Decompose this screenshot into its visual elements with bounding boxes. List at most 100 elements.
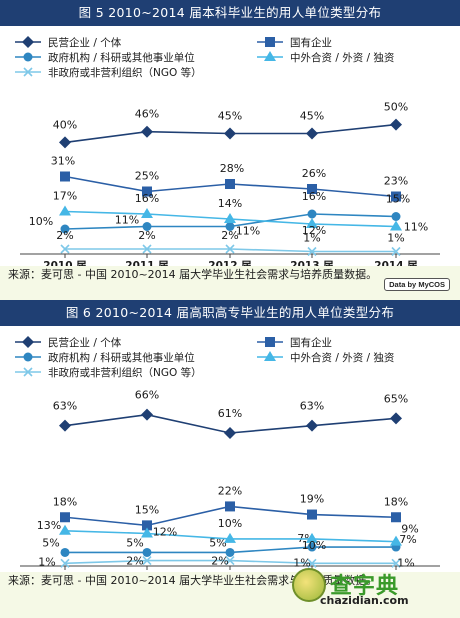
data-point (390, 118, 402, 131)
data-label: 1% (387, 232, 404, 245)
data-point (60, 244, 70, 254)
data-label: 65% (384, 392, 408, 405)
x-tick-label: 2014 届 (374, 260, 417, 266)
data-point (142, 244, 152, 254)
data-point (307, 209, 317, 219)
data-point (59, 419, 71, 432)
cross-stroke (307, 246, 317, 257)
data-point (307, 509, 317, 520)
legend-label: 民营企业 / 个体 (48, 336, 122, 349)
cross-stroke (391, 558, 401, 568)
data-point (307, 184, 317, 194)
data-point (225, 244, 235, 254)
data-point (264, 351, 276, 361)
data-label: 45% (218, 110, 242, 123)
data-label: 1% (38, 555, 55, 568)
data-point (60, 558, 70, 568)
data-label: 12% (153, 526, 177, 539)
data-point (142, 556, 152, 566)
data-point (306, 419, 318, 432)
data-label: 46% (135, 108, 159, 121)
data-label: 1% (303, 232, 320, 245)
data-point (391, 191, 401, 202)
data-label: 5% (126, 536, 143, 549)
data-label: 19% (300, 493, 324, 506)
chart-panel-2: 图 6 2010~2014 届高职高专毕业生的用人单位类型分布 民营企业 / 个… (0, 300, 460, 588)
data-point (224, 532, 236, 543)
data-point (265, 37, 275, 47)
x-tick-label: 2010 届 (43, 260, 86, 266)
data-label: 63% (53, 400, 77, 413)
data-label: 2% (138, 229, 155, 242)
data-label: 7% (399, 533, 416, 546)
data-point (142, 222, 152, 231)
data-label: 63% (300, 400, 324, 413)
data-point (141, 408, 153, 421)
data-point (59, 205, 71, 216)
data-label: 1% (293, 556, 310, 569)
cross-stroke (60, 244, 70, 254)
chart-title: 图 6 2010~2014 届高职高专毕业生的用人单位类型分布 (0, 300, 460, 326)
data-point (225, 179, 235, 189)
data-point (307, 542, 317, 552)
cross-stroke (391, 246, 401, 257)
data-point (142, 547, 152, 557)
data-label: 2% (126, 555, 143, 568)
data-point (306, 532, 318, 543)
data-label: 10% (29, 215, 53, 228)
cross-stroke (225, 556, 235, 566)
data-point (141, 527, 153, 538)
cross-stroke (225, 244, 235, 254)
legend-label: 国有企业 (290, 336, 332, 349)
data-label: 18% (384, 495, 408, 508)
watermark-text: 查字典 (330, 574, 400, 599)
x-tick-label: 2012 届 (208, 260, 251, 266)
data-point (23, 67, 33, 77)
data-label: 5% (209, 536, 226, 549)
cross-stroke (60, 558, 70, 568)
data-point (391, 212, 401, 221)
data-point (23, 352, 33, 362)
data-point (141, 125, 153, 138)
data-label: 5% (42, 536, 59, 549)
data-label: 2% (211, 555, 228, 568)
data-label: 16% (302, 190, 326, 203)
data-label: 66% (135, 389, 159, 402)
data-point (306, 218, 318, 228)
x-tick-label: 2011 届 (125, 260, 168, 266)
data-label: 2% (56, 229, 73, 242)
cross-stroke (307, 558, 317, 568)
legend-label: 民营企业 / 个体 (48, 36, 122, 49)
data-label: 45% (300, 110, 324, 123)
data-point (142, 186, 152, 197)
data-point (225, 556, 235, 566)
data-point (60, 512, 70, 523)
data-label: 61% (218, 407, 242, 420)
chart-panel-1: 图 5 2010~2014 届本科毕业生的用人单位类型分布 民营企业 / 个体 国… (0, 0, 460, 291)
data-label: 15% (386, 193, 410, 206)
data-point (141, 208, 153, 218)
data-point (306, 127, 318, 140)
data-label: 23% (384, 175, 408, 188)
data-point (390, 535, 402, 546)
data-label: 17% (53, 190, 77, 203)
data-point (60, 547, 70, 557)
data-label: 16% (135, 192, 159, 205)
data-point (390, 220, 402, 231)
data-label: 18% (53, 495, 77, 508)
data-point (391, 246, 401, 257)
data-point (307, 558, 317, 568)
x-tick-label: 2013 届 (290, 260, 333, 266)
data-point (22, 336, 34, 348)
legend-label: 中外合资 / 外资 / 独资 (290, 351, 394, 364)
data-label: 28% (220, 162, 244, 175)
data-label: 9% (401, 523, 418, 536)
cross-stroke (23, 67, 33, 77)
source-note: 来源：麦可思 - 中国 2010~2014 届大学毕业生社会需求与培养质量数据。 (8, 574, 378, 587)
legend-label: 中外合资 / 外资 / 独资 (290, 51, 394, 64)
data-label: 11% (115, 214, 139, 227)
data-point (225, 547, 235, 557)
legend-label: 非政府或非营利组织（NGO 等） (48, 66, 202, 79)
